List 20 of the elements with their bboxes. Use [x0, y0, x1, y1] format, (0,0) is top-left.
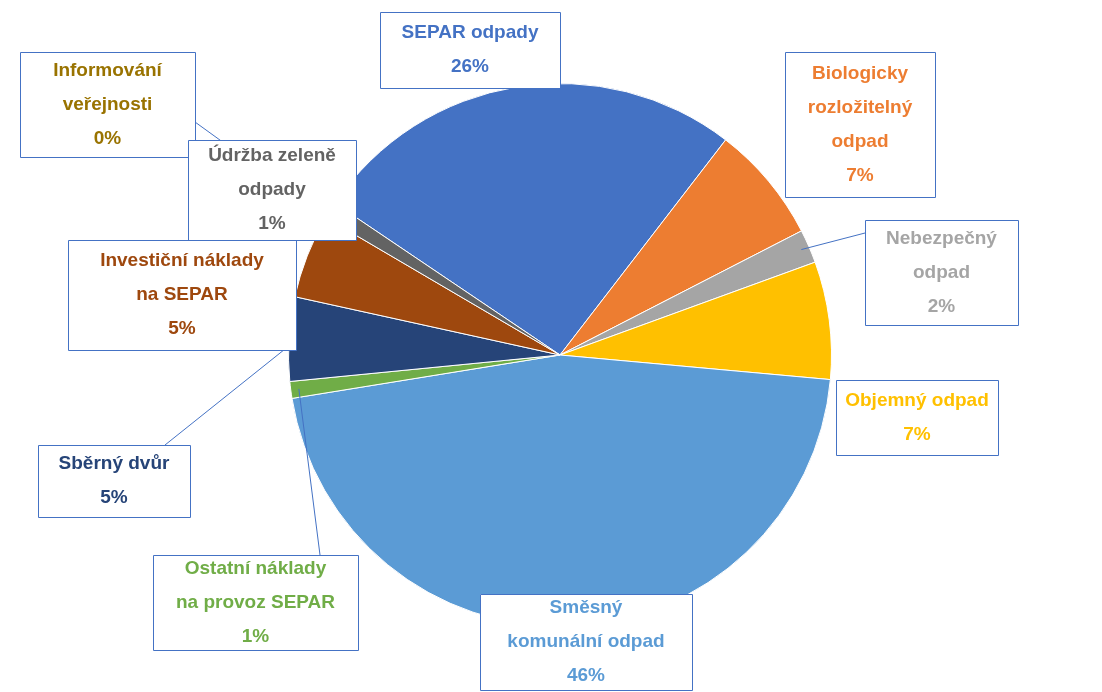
text: 0%	[93, 126, 122, 148]
data-label: 7%	[846, 163, 874, 185]
data-label: 2%	[927, 294, 956, 316]
data-label: 46%	[566, 664, 606, 686]
slice-label: Biologicky rozložitelný odpad	[807, 61, 913, 151]
data-label: 5%	[100, 486, 128, 508]
slice-label: Ostatní náklady na provoz SEPAR	[175, 556, 336, 612]
data-label: 26%	[450, 55, 490, 77]
slice-label: Sběrný dvůr	[58, 452, 171, 474]
data-label: 1%	[241, 624, 270, 646]
slice-label: SEPAR odpady	[401, 21, 539, 43]
data-label: 5%	[168, 317, 196, 339]
slice-label: Investiční náklady na SEPAR	[100, 249, 265, 305]
slice-label: Údržba zeleně odpady	[208, 144, 336, 200]
data-label: 7%	[903, 422, 931, 444]
category-label: Informování veřejnosti	[53, 58, 162, 114]
data-label: 1%	[258, 212, 286, 234]
slice-label: Nebezpečný odpad	[886, 226, 998, 282]
slice-label: Směsný komunální odpad	[507, 596, 665, 652]
slice-label: Objemný odpad	[845, 388, 989, 410]
